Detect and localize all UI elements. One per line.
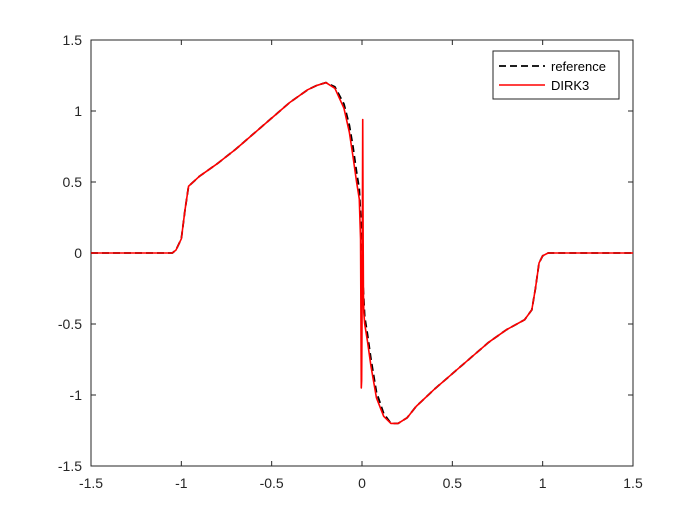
x-tick-label: -1.5 <box>79 475 103 491</box>
x-tick-label: 1.5 <box>623 475 643 491</box>
y-tick-label: 1.5 <box>63 32 83 48</box>
legend-box <box>492 50 620 100</box>
y-tick-label: -1 <box>70 387 83 403</box>
y-tick-label: -1.5 <box>58 458 82 474</box>
x-tick-label: -1 <box>175 475 188 491</box>
series-layer <box>91 81 633 425</box>
y-tick-label: 0 <box>74 245 82 261</box>
x-tick-label: 0 <box>358 475 366 491</box>
legend-label: DIRK3 <box>551 78 589 93</box>
y-tick-label: 0.5 <box>63 174 83 190</box>
y-tick-label: -0.5 <box>58 316 82 332</box>
legend-label: reference <box>551 59 606 74</box>
legend: reference DIRK3 <box>492 50 620 100</box>
x-tick-label: 0.5 <box>443 475 463 491</box>
y-tick-label: 1 <box>74 103 82 119</box>
series-line-dirk3 <box>91 81 633 425</box>
x-tick-label: -0.5 <box>260 475 284 491</box>
axis-ticks: -1.5 -1 -0.5 0 0.5 1 1.5 -1.5 -1 -0.5 0 0.5 1 1.5 <box>58 32 643 491</box>
x-tick-label: 1 <box>539 475 547 491</box>
